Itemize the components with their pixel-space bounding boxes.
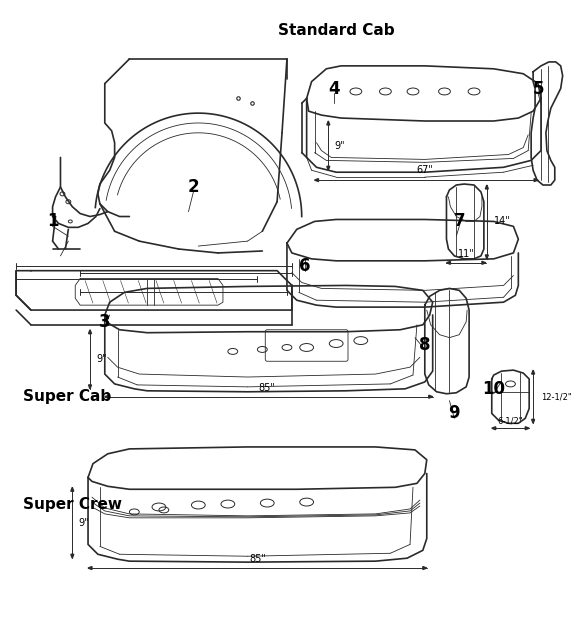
Polygon shape bbox=[105, 395, 109, 398]
Text: Super Cab: Super Cab bbox=[23, 389, 112, 404]
Polygon shape bbox=[88, 330, 91, 333]
Text: 2: 2 bbox=[188, 178, 199, 196]
Text: 3: 3 bbox=[99, 313, 110, 331]
Polygon shape bbox=[88, 385, 91, 389]
Polygon shape bbox=[429, 395, 433, 398]
Polygon shape bbox=[71, 555, 74, 558]
Text: 9": 9" bbox=[334, 141, 345, 151]
Text: Standard Cab: Standard Cab bbox=[278, 23, 395, 38]
Text: 4: 4 bbox=[328, 80, 340, 97]
Text: 7: 7 bbox=[454, 212, 465, 230]
Text: 9": 9" bbox=[96, 354, 106, 364]
Polygon shape bbox=[492, 427, 496, 430]
Text: 8: 8 bbox=[419, 335, 431, 354]
Polygon shape bbox=[532, 420, 535, 423]
Text: 1: 1 bbox=[47, 212, 58, 230]
Polygon shape bbox=[486, 255, 488, 259]
Polygon shape bbox=[534, 178, 538, 181]
Text: 85": 85" bbox=[259, 383, 276, 392]
Text: 6: 6 bbox=[299, 257, 310, 275]
Text: 6-1/2": 6-1/2" bbox=[498, 416, 523, 425]
Polygon shape bbox=[327, 166, 330, 170]
Text: 67": 67" bbox=[416, 165, 434, 175]
Polygon shape bbox=[446, 261, 450, 264]
Polygon shape bbox=[88, 566, 92, 570]
Text: 10: 10 bbox=[482, 380, 505, 398]
Polygon shape bbox=[423, 566, 427, 570]
Polygon shape bbox=[486, 185, 488, 189]
Text: 5: 5 bbox=[532, 80, 544, 97]
Text: 12-1/2": 12-1/2" bbox=[541, 392, 572, 401]
Text: 11": 11" bbox=[458, 249, 475, 259]
Polygon shape bbox=[532, 370, 535, 374]
Polygon shape bbox=[327, 121, 330, 125]
Polygon shape bbox=[482, 261, 486, 264]
Text: 9": 9" bbox=[78, 517, 89, 528]
Text: 85": 85" bbox=[249, 554, 266, 564]
Polygon shape bbox=[71, 487, 74, 491]
Text: 9: 9 bbox=[449, 404, 460, 423]
Polygon shape bbox=[314, 178, 318, 181]
Text: Super Crew: Super Crew bbox=[23, 497, 122, 512]
Text: 14": 14" bbox=[494, 217, 510, 227]
Polygon shape bbox=[525, 427, 529, 430]
